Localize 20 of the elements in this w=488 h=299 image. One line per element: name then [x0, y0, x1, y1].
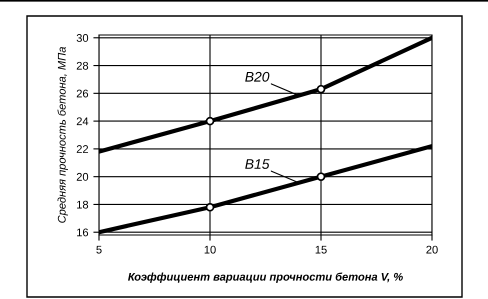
y-tick-label: 24 — [76, 117, 88, 126]
y-tick-label: 28 — [76, 62, 88, 70]
point — [206, 202, 214, 212]
y-tick-label: 22 — [76, 145, 88, 153]
point — [316, 84, 326, 94]
series-label: B20 — [245, 72, 270, 82]
y-tick-label: 30 — [76, 34, 88, 42]
y-tick-label: 20 — [76, 172, 88, 181]
x-tick-label: 20 — [426, 246, 438, 254]
point — [206, 116, 214, 126]
series-label: B15 — [245, 159, 270, 169]
y-tick-label: 16 — [77, 228, 88, 236]
x-axis-title: Коэффициент вариации прочности бетона V, % — [128, 272, 403, 283]
y-tick-label: 18 — [77, 200, 88, 209]
x-tick-label: 15 — [316, 246, 327, 254]
point — [316, 172, 326, 181]
x-tick-label: 5 — [96, 246, 102, 254]
y-axis-title: Средняя прочность бетона, МПа — [57, 46, 68, 223]
y-tick-label: 26 — [76, 90, 88, 98]
x-tick-label: 10 — [204, 246, 216, 254]
